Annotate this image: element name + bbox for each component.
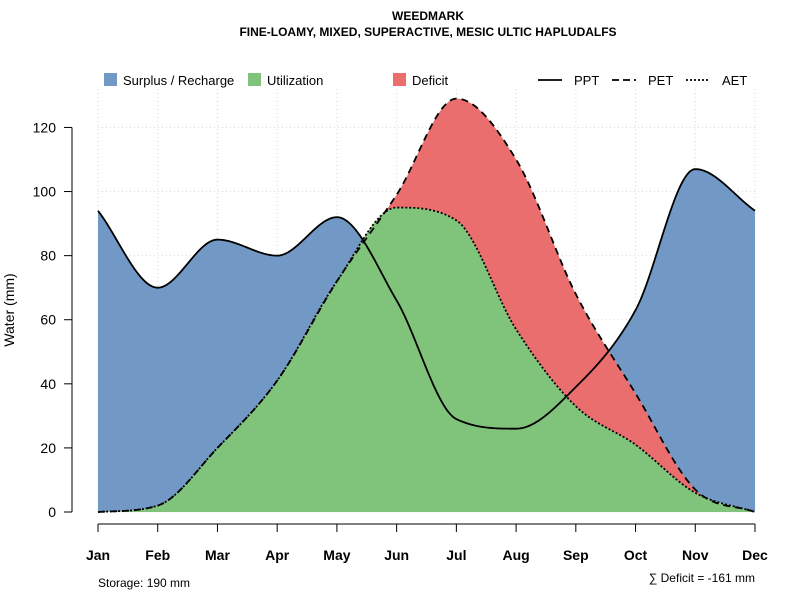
series-line-aet — [97, 206, 756, 513]
legend-label: PET — [648, 73, 673, 88]
x-tick-label: Feb — [145, 547, 170, 563]
y-tick-label: 120 — [33, 119, 57, 135]
y-tick-label: 60 — [40, 312, 56, 328]
deficit-area — [98, 98, 755, 513]
chart-title: WEEDMARK — [392, 9, 464, 23]
y-tick-label: 40 — [40, 376, 56, 392]
chart-subtitle: FINE-LOAMY, MIXED, SUPERACTIVE, MESIC UL… — [239, 25, 616, 39]
y-tick-label: 100 — [33, 184, 57, 200]
series-line-ppt — [97, 168, 756, 430]
legend-label: PPT — [574, 73, 599, 88]
x-tick-label: May — [323, 547, 350, 563]
x-tick-label: Jun — [384, 547, 409, 563]
legend-label: Deficit — [412, 73, 449, 88]
x-tick-label: Sep — [563, 547, 589, 563]
utilization-area — [98, 207, 755, 512]
deficit-note: ∑ Deficit = -161 mm — [649, 571, 755, 585]
area-fills — [98, 98, 755, 513]
x-tick-label: Jan — [86, 547, 110, 563]
legend-label: Utilization — [267, 73, 323, 88]
x-tick-label: Mar — [205, 547, 230, 563]
x-tick-label: Oct — [624, 547, 648, 563]
y-tick-label: 20 — [40, 440, 56, 456]
y-tick-label: 0 — [48, 504, 56, 520]
legend-label: Surplus / Recharge — [123, 73, 234, 88]
x-tick-label: Dec — [742, 547, 768, 563]
storage-note: Storage: 190 mm — [98, 576, 190, 590]
y-axis-label: Water (mm) — [1, 273, 17, 346]
legend-swatch — [248, 73, 261, 86]
legend-swatch — [393, 73, 406, 86]
x-tick-label: Apr — [265, 547, 290, 563]
y-tick-label: 80 — [40, 248, 56, 264]
legend: Surplus / Recharge Utilization Deficit PPT P… — [104, 73, 747, 88]
series-lines — [97, 97, 756, 513]
series-line-pet — [97, 97, 756, 513]
legend-label: AET — [722, 73, 747, 88]
x-tick-label: Jul — [446, 547, 466, 563]
axes: 0 20 40 60 80 100 120 Jan Feb Mar Apr May Jun Jul Aug S… — [33, 119, 768, 563]
x-tick-label: Aug — [502, 547, 529, 563]
legend-swatch — [104, 73, 117, 86]
x-tick-label: Nov — [682, 547, 709, 563]
